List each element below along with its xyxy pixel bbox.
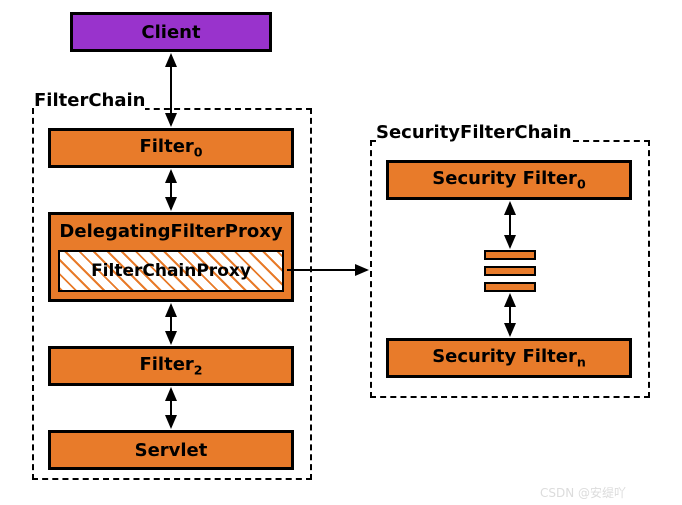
servlet-text: Servlet xyxy=(135,440,208,461)
client-text: Client xyxy=(141,22,200,43)
filter2-text: Filter2 xyxy=(139,354,202,378)
filter2-box: Filter2 xyxy=(48,346,294,386)
securityfilterchain-label: SecurityFilterChain xyxy=(376,122,572,143)
securityfiltern-box: Security Filtern xyxy=(386,338,632,378)
securityfilter0-box: Security Filter0 xyxy=(386,160,632,200)
client-box: Client xyxy=(70,12,272,52)
sf0-text: Security Filter0 xyxy=(432,168,585,192)
bars-item xyxy=(484,266,536,276)
filter0-text: Filter0 xyxy=(139,136,202,160)
filterchainproxy-box: FilterChainProxy xyxy=(58,250,284,292)
dfp-text: DelegatingFilterProxy xyxy=(59,221,282,242)
bars-item xyxy=(484,250,536,260)
filter0-box: Filter0 xyxy=(48,128,294,168)
bars-item xyxy=(484,282,536,292)
sfn-text: Security Filtern xyxy=(432,346,586,370)
servlet-box: Servlet xyxy=(48,430,294,470)
fcp-text: FilterChainProxy xyxy=(91,261,251,281)
filterchain-label: FilterChain xyxy=(34,90,145,111)
bars-stack xyxy=(484,250,536,292)
watermark: CSDN @安缇吖 xyxy=(540,484,626,501)
